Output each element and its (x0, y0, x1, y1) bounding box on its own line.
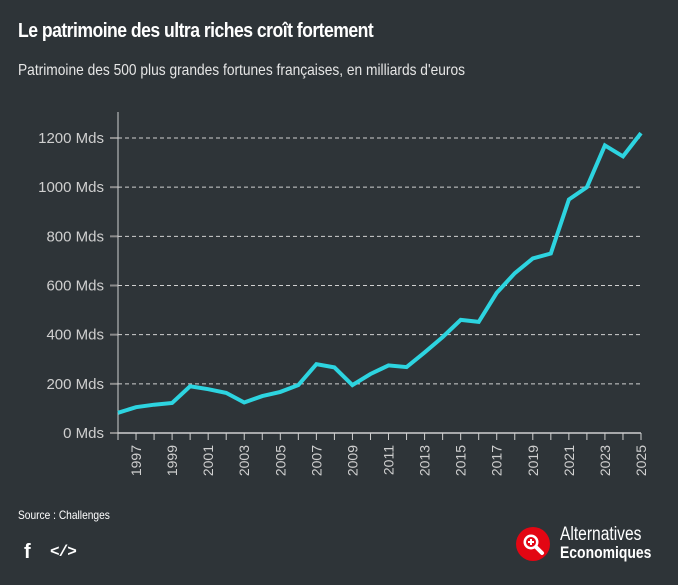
chart-subtitle: Patrimoine des 500 plus grandes fortunes… (18, 62, 466, 79)
x-axis: 1997 1999 2001 2003 2005 2007 2009 2011 2013 2015… (117, 432, 649, 476)
y-axis: 0 Mds 200 Mds 400 Mds 600 Mds 800 Mds 1000 Md… (38, 112, 119, 442)
alternatives-economiques-logo[interactable]: Alternatives Economiques (516, 524, 671, 562)
x-tick-label: 2023 (597, 445, 613, 476)
y-tick-label: 400 Mds (46, 327, 104, 344)
y-tick-label: 1000 Mds (38, 179, 104, 196)
x-tick-label: 2017 (489, 445, 505, 476)
embed-code-icon: </> (50, 543, 77, 561)
x-tick-label: 2015 (453, 445, 469, 476)
chart-title: Le patrimoine des ultra riches croît for… (18, 20, 374, 42)
facebook-share-button[interactable]: f (24, 541, 31, 563)
y-tick-label: 200 Mds (46, 376, 104, 393)
x-tick-label: 2001 (200, 445, 216, 476)
logo-line-2: Economiques (560, 543, 652, 562)
logo-line-1: Alternatives (560, 524, 642, 545)
series-line (117, 131, 643, 415)
x-tick-label: 2003 (236, 445, 252, 476)
x-tick-label: 1997 (128, 445, 144, 476)
x-tick-label: 2013 (417, 445, 433, 476)
x-tick-label: 2011 (381, 445, 397, 475)
x-tick-label: 2019 (525, 445, 541, 476)
y-tick-label: 1200 Mds (38, 130, 104, 147)
x-tick-label: 2007 (308, 445, 324, 476)
x-tick-label: 1999 (164, 445, 180, 476)
x-tick-label: 2009 (344, 445, 360, 476)
series-layer (117, 131, 643, 415)
embed-code-button[interactable]: </> (50, 541, 77, 563)
y-tick-label: 800 Mds (46, 228, 104, 245)
line-chart: 0 Mds 200 Mds 400 Mds 600 Mds 800 Mds 1000 Md… (38, 112, 649, 476)
x-tick-label: 2021 (561, 445, 577, 476)
y-tick-label: 600 Mds (46, 278, 104, 295)
x-tick-label: 2005 (272, 445, 288, 476)
source-note: Source : Challenges (18, 508, 110, 522)
y-tick-label: 0 Mds (63, 425, 104, 442)
magnifier-plus-icon (516, 527, 550, 561)
facebook-icon: f (24, 540, 31, 563)
gridlines (118, 137, 641, 385)
x-tick-label: 2025 (633, 445, 649, 476)
